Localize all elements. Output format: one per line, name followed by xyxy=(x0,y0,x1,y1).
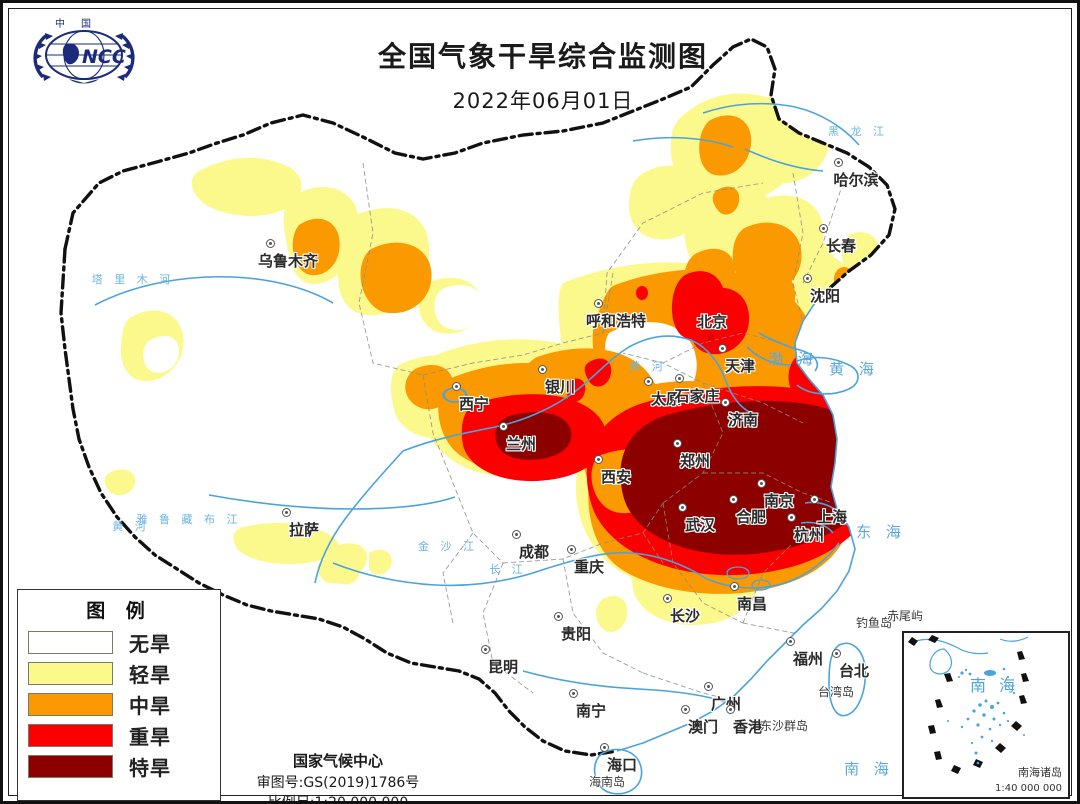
city-marker-icon xyxy=(675,374,684,383)
city-marker-icon xyxy=(718,344,727,353)
page-frame xyxy=(8,8,1072,796)
legend-item-0: 无旱 xyxy=(18,627,220,658)
city-marker-icon xyxy=(681,705,690,714)
legend-label-0: 无旱 xyxy=(129,632,171,656)
legend-swatch-4 xyxy=(28,755,113,778)
china-drought-map xyxy=(3,3,1077,801)
legend-swatch-0 xyxy=(28,631,113,654)
inset-sea-label: 南 海 xyxy=(970,676,1019,695)
map-date: 2022年06月01日 xyxy=(452,89,634,113)
legend-label-1: 轻旱 xyxy=(129,663,171,687)
city-marker-icon xyxy=(673,439,682,448)
city-marker-icon xyxy=(834,158,843,167)
city-marker-icon xyxy=(787,513,796,522)
city-marker-icon xyxy=(594,299,603,308)
city-marker-icon xyxy=(569,689,578,698)
city-marker-icon xyxy=(554,612,563,621)
inset-scale: 1:40 000 000 xyxy=(995,783,1062,794)
city-marker-icon xyxy=(266,239,275,248)
city-marker-icon xyxy=(594,455,603,464)
city-marker-icon xyxy=(832,649,841,658)
city-marker-icon xyxy=(730,582,739,591)
legend-label-3: 重旱 xyxy=(129,725,171,749)
legend-swatch-3 xyxy=(28,724,113,747)
city-marker-icon xyxy=(600,743,609,752)
city-marker-icon xyxy=(499,422,508,431)
national-border xyxy=(59,37,897,757)
map-scale: 比例尺:1:20 000 000 xyxy=(267,795,409,804)
city-marker-icon xyxy=(726,705,735,714)
legend-box: 图 例 无旱轻旱中旱重旱特旱 xyxy=(17,589,221,801)
city-marker-icon xyxy=(819,224,828,233)
legend-item-2: 中旱 xyxy=(18,689,220,720)
page-title: 全国气象干旱综合监测图 xyxy=(377,40,708,73)
south-china-sea-inset: 南 海 南海诸岛 1:40 000 000 xyxy=(902,631,1070,799)
inset-title: 南海诸岛 xyxy=(1018,766,1062,779)
city-marker-icon xyxy=(538,365,547,374)
organization-name: 国家气候中心 xyxy=(292,752,383,770)
legend-swatch-1 xyxy=(28,662,113,685)
legend-title: 图 例 xyxy=(86,600,152,622)
city-marker-icon xyxy=(757,479,766,488)
city-marker-icon xyxy=(803,274,812,283)
city-marker-icon xyxy=(721,398,730,407)
legend-label-2: 中旱 xyxy=(129,694,171,718)
rivers xyxy=(94,102,860,704)
city-marker-icon xyxy=(452,382,461,391)
city-marker-icon xyxy=(512,530,521,539)
city-marker-icon xyxy=(282,508,291,517)
city-marker-icon xyxy=(810,495,819,504)
capital-star-icon: ★ xyxy=(704,327,719,346)
city-marker-icon xyxy=(678,503,687,512)
city-marker-icon xyxy=(729,495,738,504)
city-marker-icon xyxy=(567,545,576,554)
city-marker-icon xyxy=(786,637,795,646)
legend-rows: 无旱轻旱中旱重旱特旱 xyxy=(18,627,220,782)
ncc-logo: 中 国 NCC xyxy=(25,15,143,85)
city-marker-icon xyxy=(481,645,490,654)
svg-text:NCC: NCC xyxy=(82,46,126,68)
review-number: 审图号:GS(2019)1786号 xyxy=(256,774,420,791)
svg-text:国: 国 xyxy=(81,18,91,30)
city-marker-icon xyxy=(704,682,713,691)
coastline xyxy=(593,286,867,795)
legend-label-4: 特旱 xyxy=(129,756,171,780)
extreme-drought-areas xyxy=(495,400,880,555)
legend-swatch-2 xyxy=(28,693,113,716)
svg-text:中: 中 xyxy=(55,17,65,30)
credit-block: 国家气候中心 审图号:GS(2019)1786号 比例尺:1:20 000 00… xyxy=(203,751,473,804)
legend-item-1: 轻旱 xyxy=(18,658,220,689)
city-marker-icon xyxy=(663,594,672,603)
legend-item-4: 特旱 xyxy=(18,751,220,782)
legend-item-3: 重旱 xyxy=(18,720,220,751)
city-marker-icon xyxy=(644,377,653,386)
